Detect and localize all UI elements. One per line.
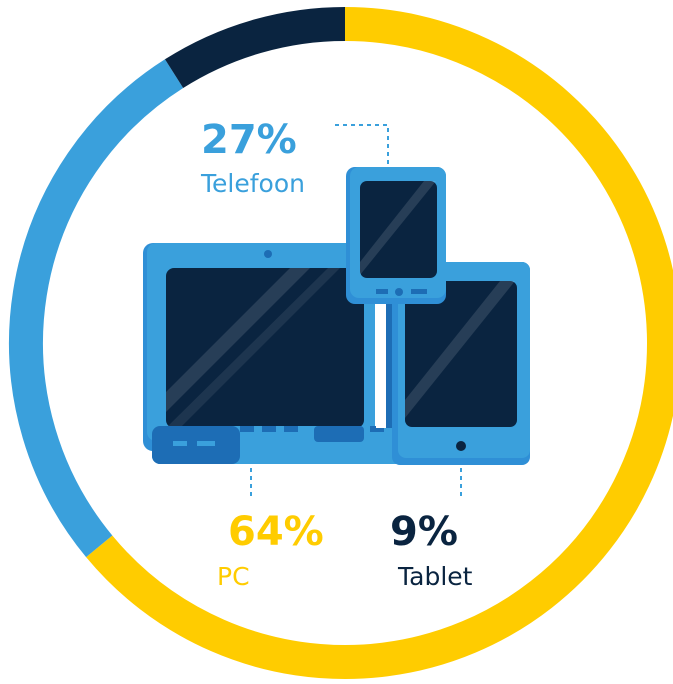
- label-telefoon-name: Telefoon: [200, 169, 305, 198]
- tablet-icon: [392, 262, 530, 465]
- label-pc-name: PC: [217, 562, 250, 591]
- telefoon-leader-line: [335, 124, 389, 165]
- laptop-icon: [143, 243, 428, 464]
- donut-ring: [9, 7, 673, 679]
- slice-pc: [86, 7, 673, 679]
- slice-labels: 27% Telefoon 64% PC 9% Tablet: [200, 117, 473, 591]
- slice-telefoon: [9, 59, 184, 558]
- slice-tablet: [164, 7, 346, 89]
- phone-icon: [346, 167, 446, 304]
- label-tablet-value: 9%: [390, 509, 458, 555]
- devices-illustration: [143, 167, 530, 465]
- label-tablet-name: Tablet: [397, 562, 473, 591]
- leader-lines: [250, 124, 462, 500]
- label-pc-value: 64%: [228, 509, 324, 555]
- label-telefoon-value: 27%: [201, 117, 297, 163]
